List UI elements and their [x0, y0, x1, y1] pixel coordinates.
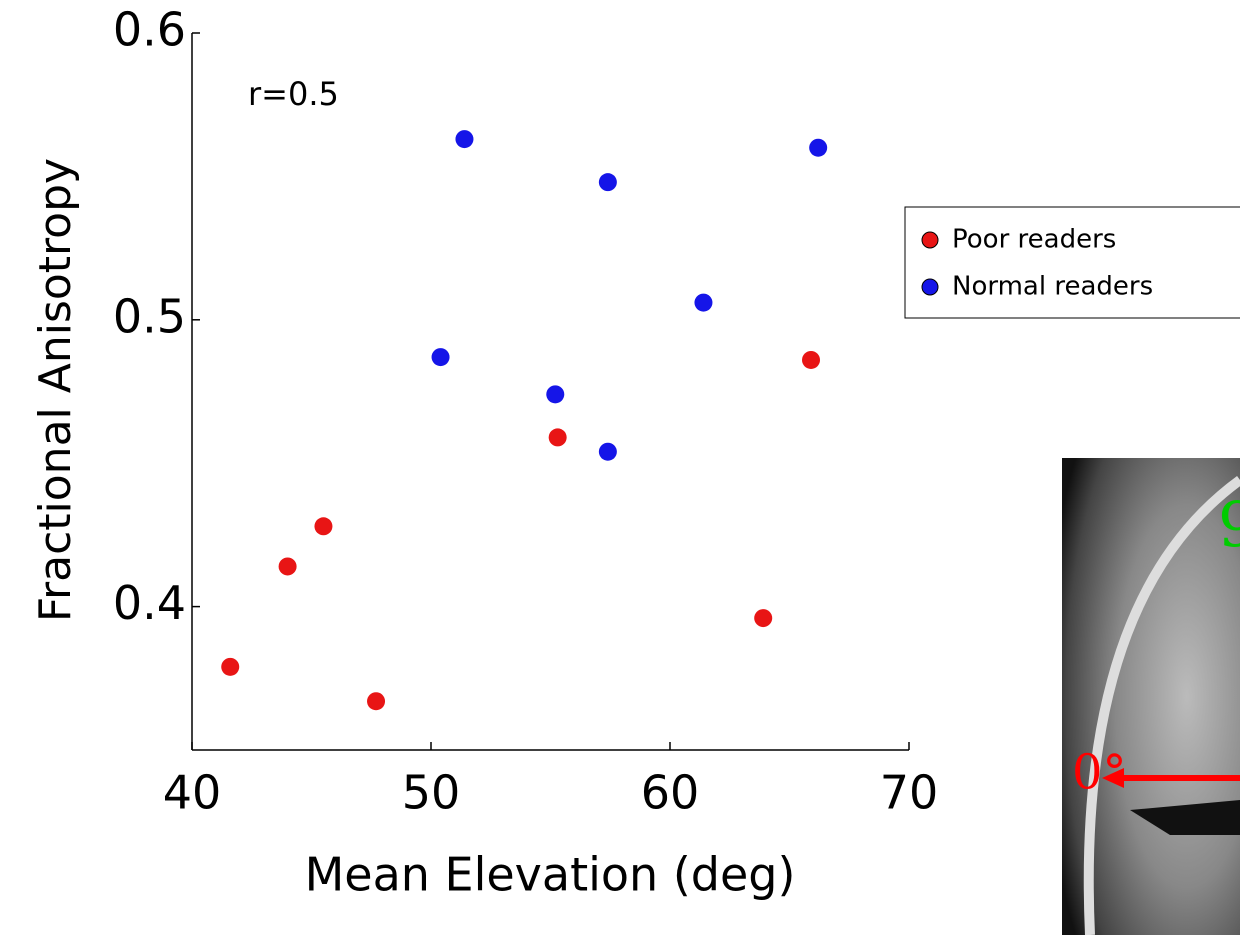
x-tick-label: 40: [163, 766, 222, 820]
inset-arrowhead: [1102, 768, 1124, 788]
annotation: r=0.5: [248, 75, 339, 113]
y-tick-label: 0.4: [113, 576, 186, 630]
x-tick-label: 50: [402, 766, 461, 820]
point: [278, 557, 297, 576]
x-tick-label: 60: [641, 766, 700, 820]
point: [367, 692, 386, 711]
point: [598, 442, 617, 461]
point: [548, 428, 567, 447]
x-tick-label: 70: [880, 766, 939, 820]
legend-box: [904, 206, 1240, 319]
point: [314, 517, 333, 536]
legend-marker: [921, 278, 939, 296]
legend-label: Poor readers: [952, 225, 1116, 255]
point: [809, 138, 828, 157]
point: [221, 657, 240, 676]
point: [802, 350, 821, 369]
legend-label: Normal readers: [952, 272, 1153, 302]
point: [455, 130, 474, 149]
y-axis-label: Fractional Anisotropy: [30, 158, 81, 622]
legend-marker: [921, 231, 939, 249]
point: [431, 348, 450, 367]
point: [754, 609, 773, 628]
point: [694, 293, 713, 312]
inset-shape: [1130, 800, 1240, 835]
inset-label: 9: [1218, 488, 1240, 561]
y-tick-label: 0.5: [113, 289, 186, 343]
y-tick-label: 0.6: [113, 3, 186, 57]
point: [598, 173, 617, 192]
inset-label: 0°: [1072, 745, 1127, 801]
x-axis-label: Mean Elevation (deg): [305, 848, 796, 902]
inset-image: 0° 9: [1062, 458, 1240, 935]
point: [546, 385, 565, 404]
inset-skull: [1083, 475, 1240, 935]
